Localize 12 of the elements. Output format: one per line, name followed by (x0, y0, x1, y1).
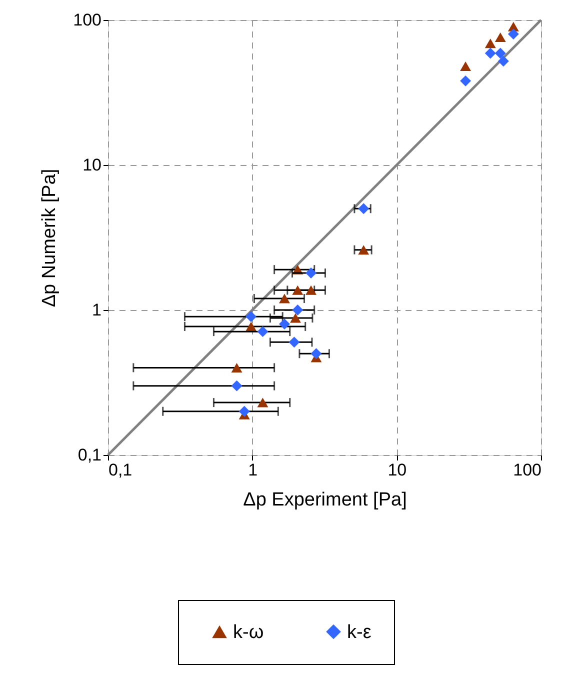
legend-label: k-ε (347, 622, 372, 643)
x-tick-label: 0,1 (108, 460, 132, 480)
legend-label: k-ω (233, 622, 264, 643)
y-tick-label: 100 (73, 10, 102, 30)
y-axis-title: Δp Numerik [Pa] (39, 168, 60, 308)
y-tick-label: 0,1 (78, 446, 102, 464)
x-axis-title: Δp Experiment [Pa] (243, 490, 407, 510)
y-tick-label: 1 (92, 300, 102, 320)
x-tick-label: 100 (513, 460, 542, 480)
x-tick-label: 1 (248, 460, 258, 480)
y-tick-label: 10 (82, 156, 102, 174)
x-tick-label: 10 (388, 460, 407, 480)
